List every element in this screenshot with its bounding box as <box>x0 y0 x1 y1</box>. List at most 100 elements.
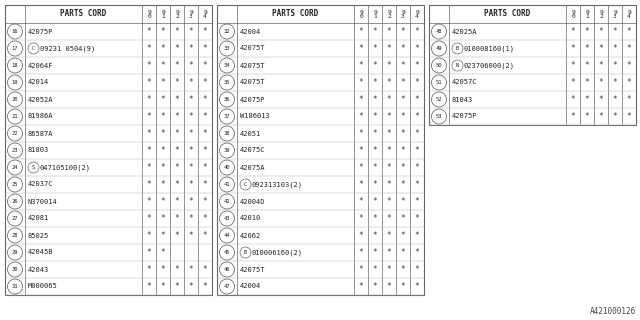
Text: PARTS CORD: PARTS CORD <box>60 10 107 19</box>
Text: *: * <box>161 27 165 36</box>
Text: 81986A: 81986A <box>28 114 54 119</box>
Text: 31: 31 <box>12 284 19 289</box>
Text: *: * <box>372 231 378 240</box>
Text: 42075P: 42075P <box>452 114 477 119</box>
Text: *: * <box>387 180 391 189</box>
Text: *: * <box>203 78 207 87</box>
Text: *: * <box>203 27 207 36</box>
Text: *: * <box>612 78 618 87</box>
Text: 9: 9 <box>613 10 617 14</box>
Text: *: * <box>401 163 405 172</box>
Text: *: * <box>585 78 589 87</box>
Text: *: * <box>627 78 631 87</box>
Text: 9: 9 <box>599 10 603 14</box>
Text: 3: 3 <box>613 14 617 20</box>
Text: *: * <box>175 27 179 36</box>
Text: 9: 9 <box>189 10 193 14</box>
Text: *: * <box>147 248 151 257</box>
Text: *: * <box>401 27 405 36</box>
Text: *: * <box>147 214 151 223</box>
Text: *: * <box>147 265 151 274</box>
Text: *: * <box>358 180 364 189</box>
Text: *: * <box>175 163 179 172</box>
Text: 42075P: 42075P <box>240 97 266 102</box>
Text: 35: 35 <box>224 80 230 85</box>
Text: *: * <box>598 78 604 87</box>
Text: B: B <box>244 250 247 255</box>
Text: B: B <box>456 46 459 51</box>
Text: 0: 0 <box>147 14 151 20</box>
Text: *: * <box>161 112 165 121</box>
Text: *: * <box>372 129 378 138</box>
Text: *: * <box>147 129 151 138</box>
Text: *: * <box>612 61 618 70</box>
Text: *: * <box>612 95 618 104</box>
Text: *: * <box>598 95 604 104</box>
Text: 42075P: 42075P <box>28 28 54 35</box>
Text: 9: 9 <box>147 10 151 14</box>
Text: 9: 9 <box>203 10 207 14</box>
Text: *: * <box>372 95 378 104</box>
Text: 9: 9 <box>401 10 405 14</box>
Text: *: * <box>387 112 391 121</box>
Text: *: * <box>372 282 378 291</box>
Text: *: * <box>203 146 207 155</box>
Text: *: * <box>415 44 419 53</box>
Text: C: C <box>32 46 35 51</box>
Text: *: * <box>203 180 207 189</box>
Text: *: * <box>358 95 364 104</box>
Text: 40: 40 <box>224 165 230 170</box>
Text: 4: 4 <box>203 14 207 20</box>
Text: 53: 53 <box>436 114 442 119</box>
Text: *: * <box>161 231 165 240</box>
Text: *: * <box>612 44 618 53</box>
Text: 092313103(2): 092313103(2) <box>252 181 303 188</box>
Text: *: * <box>161 265 165 274</box>
Text: *: * <box>387 265 391 274</box>
Text: *: * <box>175 265 179 274</box>
Text: *: * <box>203 112 207 121</box>
Text: *: * <box>401 61 405 70</box>
Text: *: * <box>612 112 618 121</box>
Text: *: * <box>175 95 179 104</box>
Text: 42075A: 42075A <box>240 164 266 171</box>
Text: *: * <box>203 61 207 70</box>
Text: 29: 29 <box>12 250 19 255</box>
Text: 42081: 42081 <box>28 215 49 221</box>
Text: *: * <box>358 78 364 87</box>
Text: *: * <box>358 112 364 121</box>
Text: 9: 9 <box>359 10 363 14</box>
Text: 42052A: 42052A <box>28 97 54 102</box>
Text: *: * <box>161 180 165 189</box>
Text: *: * <box>175 61 179 70</box>
Text: *: * <box>585 61 589 70</box>
Text: *: * <box>585 95 589 104</box>
Text: 43: 43 <box>224 216 230 221</box>
Text: W186013: W186013 <box>240 114 269 119</box>
Text: 42045B: 42045B <box>28 250 54 255</box>
Text: 46: 46 <box>224 267 230 272</box>
Text: *: * <box>175 44 179 53</box>
Text: *: * <box>175 180 179 189</box>
Text: *: * <box>358 44 364 53</box>
Text: 52: 52 <box>436 97 442 102</box>
Text: *: * <box>372 146 378 155</box>
Text: *: * <box>401 282 405 291</box>
Text: *: * <box>387 231 391 240</box>
Text: *: * <box>358 214 364 223</box>
Text: *: * <box>203 231 207 240</box>
Text: *: * <box>415 180 419 189</box>
Text: *: * <box>387 163 391 172</box>
Text: 39: 39 <box>224 148 230 153</box>
Text: *: * <box>358 163 364 172</box>
Text: 42057C: 42057C <box>452 79 477 85</box>
Text: *: * <box>372 163 378 172</box>
Text: 19: 19 <box>12 80 19 85</box>
Text: *: * <box>571 61 575 70</box>
Text: *: * <box>203 282 207 291</box>
Text: 85025: 85025 <box>28 233 49 238</box>
Text: 42075C: 42075C <box>240 148 266 154</box>
Text: *: * <box>358 197 364 206</box>
Text: *: * <box>598 112 604 121</box>
Text: *: * <box>175 112 179 121</box>
